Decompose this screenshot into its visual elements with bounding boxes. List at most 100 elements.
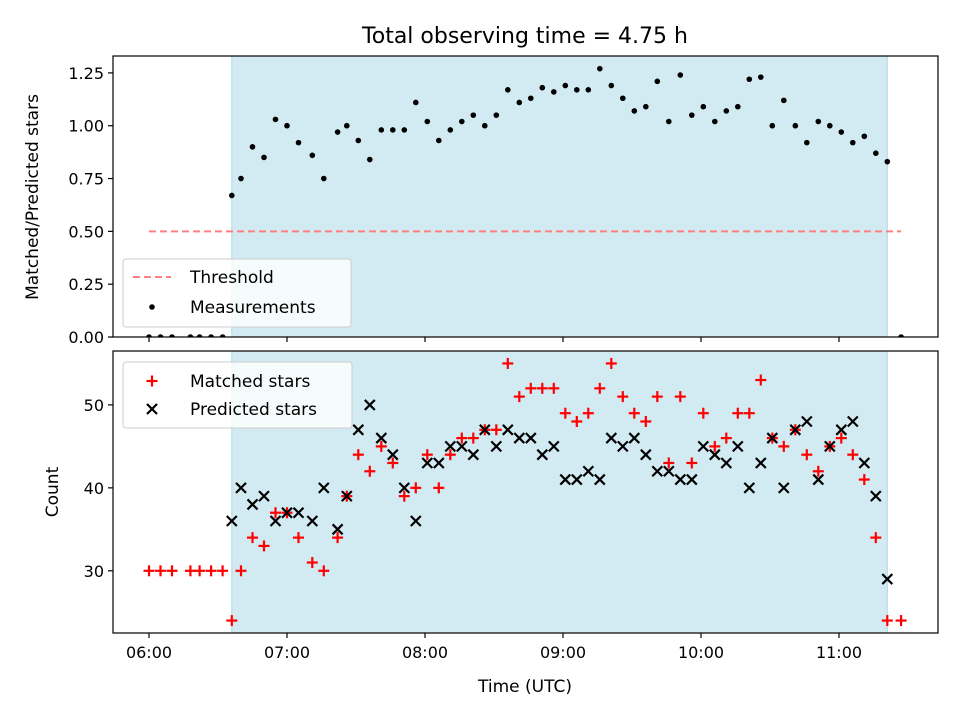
measurement-point [157, 334, 164, 337]
matched-stars-point [617, 391, 629, 403]
ratio-panel: 0.00 0.25 0.50 0.75 1.00 1.25 Threshold Measure… [68, 55, 939, 347]
predicted-stars-point-b [292, 506, 305, 519]
predicted-stars-point [490, 440, 503, 453]
predicted-stars-point [571, 473, 583, 486]
x-tick-label: 09:00 [540, 643, 586, 662]
predicted-stars-point-b [743, 482, 756, 494]
matched-stars-point [306, 557, 318, 568]
measurement-point [539, 84, 546, 91]
matched-stars-point [490, 424, 502, 436]
predicted-stars-point-b [709, 448, 721, 461]
predicted-stars-point [732, 440, 744, 453]
predicted-stars-point-b [847, 415, 859, 428]
ratio-axes-frame [112, 55, 939, 338]
predicted-stars-point-b [870, 490, 882, 502]
predicted-stars-point [617, 440, 629, 453]
legend-predicted-label: Predicted stars [190, 400, 317, 420]
predicted-stars-point [743, 482, 756, 494]
predicted-stars-point-b [594, 473, 606, 486]
predicted-stars-point-b [513, 432, 526, 444]
predicted-stars-point [663, 465, 675, 478]
predicted-stars-point-b [582, 465, 595, 478]
predicted-stars-point [341, 490, 353, 502]
measurement-point [493, 112, 500, 118]
measurement-point [574, 87, 580, 93]
measurement-point [436, 137, 442, 144]
legend-box-top [122, 258, 352, 328]
ratio-y-tick-label: 0.25 [68, 275, 104, 294]
predicted-stars-point-b [605, 432, 618, 444]
predicted-stars-point [605, 432, 618, 444]
predicted-stars-point [812, 473, 825, 486]
top-y-axis-label: Matched/Predicted stars [23, 94, 43, 300]
predicted-stars-point [398, 482, 411, 494]
x-tick-label: 10:00 [678, 643, 724, 662]
matched-stars-point [605, 357, 617, 369]
predicted-stars-point [444, 440, 457, 453]
measurement-point [689, 112, 695, 118]
predicted-stars-point [292, 506, 305, 519]
measurement-point [321, 175, 327, 182]
measurement-point [631, 108, 638, 114]
predicted-stars-point [674, 473, 687, 486]
predicted-stars-point [594, 473, 606, 486]
matched-stars-point [293, 532, 304, 544]
predicted-stars-point-b [421, 457, 434, 469]
predicted-stars-point [536, 448, 549, 461]
measurement-point [838, 129, 845, 135]
predicted-stars-point [433, 457, 445, 469]
matched-stars-point [467, 432, 479, 444]
matched-stars-point [444, 449, 456, 461]
predicted-stars-point-b [789, 424, 802, 436]
measurement-point [424, 118, 431, 125]
matched-stars-point [732, 407, 744, 419]
predicted-stars-point [456, 440, 468, 453]
measurement-point [551, 89, 557, 95]
predicted-stars-point-b [410, 515, 422, 527]
predicted-stars-point-b [548, 440, 560, 453]
measurement-point [827, 122, 833, 129]
measurement-point [390, 127, 396, 133]
predicted-stars-point-b [559, 473, 572, 486]
matched-stars-point [155, 565, 166, 577]
matched-stars-point [663, 457, 675, 469]
predicted-stars-point-b [375, 432, 388, 444]
predicted-stars-point [306, 515, 319, 527]
measurement-point [413, 99, 419, 106]
matched-stars-point [226, 615, 238, 627]
measurement-point [712, 118, 718, 125]
predicted-stars-point-b [433, 457, 445, 469]
measurement-point [861, 133, 868, 140]
predicted-stars-point-b [398, 482, 411, 494]
matched-stars-point [410, 482, 422, 494]
predicted-stars-point [548, 440, 560, 453]
matched-stars-point [582, 407, 594, 419]
count-panel: 30 40 50 06:00 07:00 08:00 09:00 10:00 11:00 Matc… [84, 350, 939, 662]
matched-stars-point [548, 382, 560, 394]
matched-stars-point [352, 449, 364, 461]
measurement-point [792, 122, 799, 129]
predicted-stars-point [824, 440, 836, 453]
measurement-point [516, 99, 523, 106]
predicted-stars-point-b [755, 457, 767, 469]
predicted-stars-point [281, 506, 293, 519]
predicted-stars-point [318, 482, 330, 494]
x-tick-label: 11:00 [816, 643, 862, 662]
predicted-stars-point-b [281, 506, 293, 519]
measurement-point [238, 175, 244, 182]
predicted-stars-point-b [640, 448, 652, 461]
measurement-point [528, 95, 534, 102]
measurement-point [146, 334, 152, 337]
matched-stars-point [536, 382, 548, 394]
matched-stars-point [628, 407, 640, 419]
measurement-point [284, 122, 290, 129]
legend-measurements-swatch [149, 304, 155, 310]
ratio-y-tick-label: 0.75 [68, 170, 104, 189]
count-plot-area [143, 357, 907, 627]
matched-stars-point [387, 457, 399, 469]
predicted-stars-point-b [732, 440, 744, 453]
matched-stars-point [332, 532, 344, 544]
predicted-stars-point-b [766, 432, 779, 444]
predicted-stars-point-b [490, 440, 503, 453]
legend-predicted-swatch-b [146, 403, 158, 415]
